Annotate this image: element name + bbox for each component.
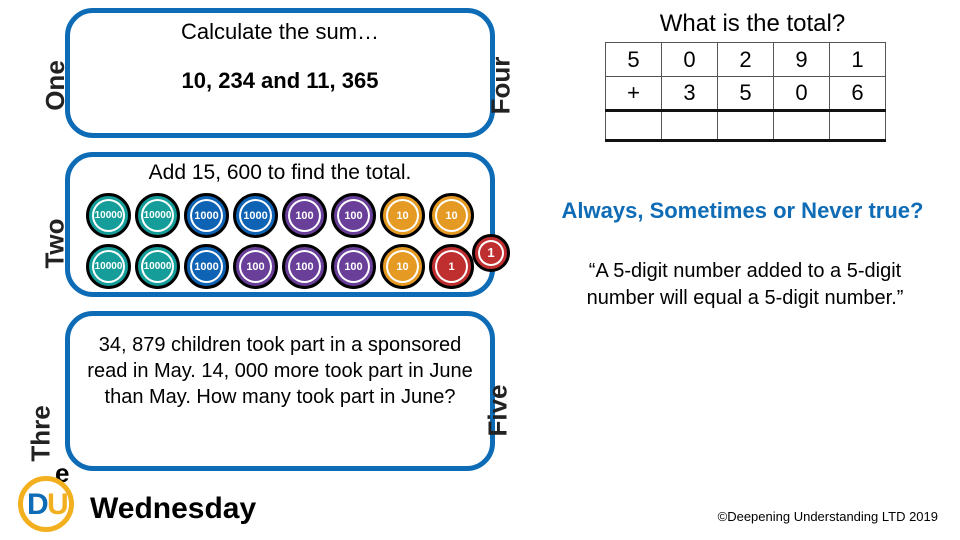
place-value-disc: 100 — [282, 244, 327, 289]
table-row: +3506 — [606, 77, 886, 111]
place-value-disc: 10 — [380, 244, 425, 289]
table-row-result — [606, 111, 886, 141]
place-value-disc: 1000 — [184, 193, 229, 238]
place-value-disc: 100 — [331, 244, 376, 289]
panel-one: Calculate the sum… 10, 234 and 11, 365 — [65, 8, 495, 138]
q4-title: What is the total? — [575, 10, 930, 38]
place-value-disc: 10000 — [86, 244, 131, 289]
place-value-disc: 1 — [429, 244, 474, 289]
place-value-disc: 100 — [233, 244, 278, 289]
du-logo: D U — [16, 474, 76, 534]
table-cell: + — [606, 77, 662, 111]
table-cell: 3 — [662, 77, 718, 111]
table-cell: 6 — [830, 77, 886, 111]
q5-title: Always, Sometimes or Never true? — [545, 198, 940, 224]
footer-day: Wednesday — [90, 492, 256, 526]
place-value-discs: 10000100001000100010010010101 1000010000… — [86, 193, 478, 295]
q3-body: 34, 879 children took part in a sponsore… — [85, 332, 475, 410]
q5-body: “A 5-digit number added to a 5-digit num… — [555, 258, 935, 312]
footer-copyright: ©Deepening Understanding LTD 2019 — [718, 509, 938, 524]
place-value-disc: 1000 — [233, 193, 278, 238]
place-value-disc: 10000 — [135, 244, 180, 289]
place-value-disc: 100 — [282, 193, 327, 238]
place-value-disc: 10000 — [86, 193, 131, 238]
table-cell: 5 — [606, 43, 662, 77]
label-two: Two — [40, 218, 71, 268]
q1-title: Calculate the sum… — [70, 19, 490, 45]
label-one: One — [40, 60, 71, 111]
table-cell: 9 — [774, 43, 830, 77]
label-three: Thre — [26, 405, 57, 461]
q1-body: 10, 234 and 11, 365 — [70, 68, 490, 94]
table-cell: 0 — [774, 77, 830, 111]
table-cell: 0 — [662, 43, 718, 77]
table-cell: 5 — [718, 77, 774, 111]
table-row: 50291 — [606, 43, 886, 77]
logo-letter-d: D — [27, 488, 49, 522]
place-value-disc: 10 — [380, 193, 425, 238]
q2-title: Add 15, 600 to find the total. — [70, 161, 490, 185]
addition-table: 50291 +3506 — [605, 42, 886, 142]
place-value-disc: 10000 — [135, 193, 180, 238]
label-five: Five — [483, 384, 514, 436]
panel-three: 34, 879 children took part in a sponsore… — [65, 311, 495, 471]
place-value-disc: 1000 — [184, 244, 229, 289]
worksheet-page: Calculate the sum… 10, 234 and 11, 365 O… — [0, 0, 960, 540]
label-four: Four — [485, 57, 516, 115]
panel-two: Add 15, 600 to find the total. 100001000… — [65, 152, 495, 297]
disc-row: 10000100001000100100100101 — [86, 244, 478, 289]
logo-letter-u: U — [47, 488, 69, 522]
place-value-disc: 1 — [472, 234, 510, 272]
table-cell: 1 — [830, 43, 886, 77]
place-value-disc: 100 — [331, 193, 376, 238]
disc-row: 10000100001000100010010010101 — [86, 193, 478, 238]
table-cell: 2 — [718, 43, 774, 77]
place-value-disc: 10 — [429, 193, 474, 238]
